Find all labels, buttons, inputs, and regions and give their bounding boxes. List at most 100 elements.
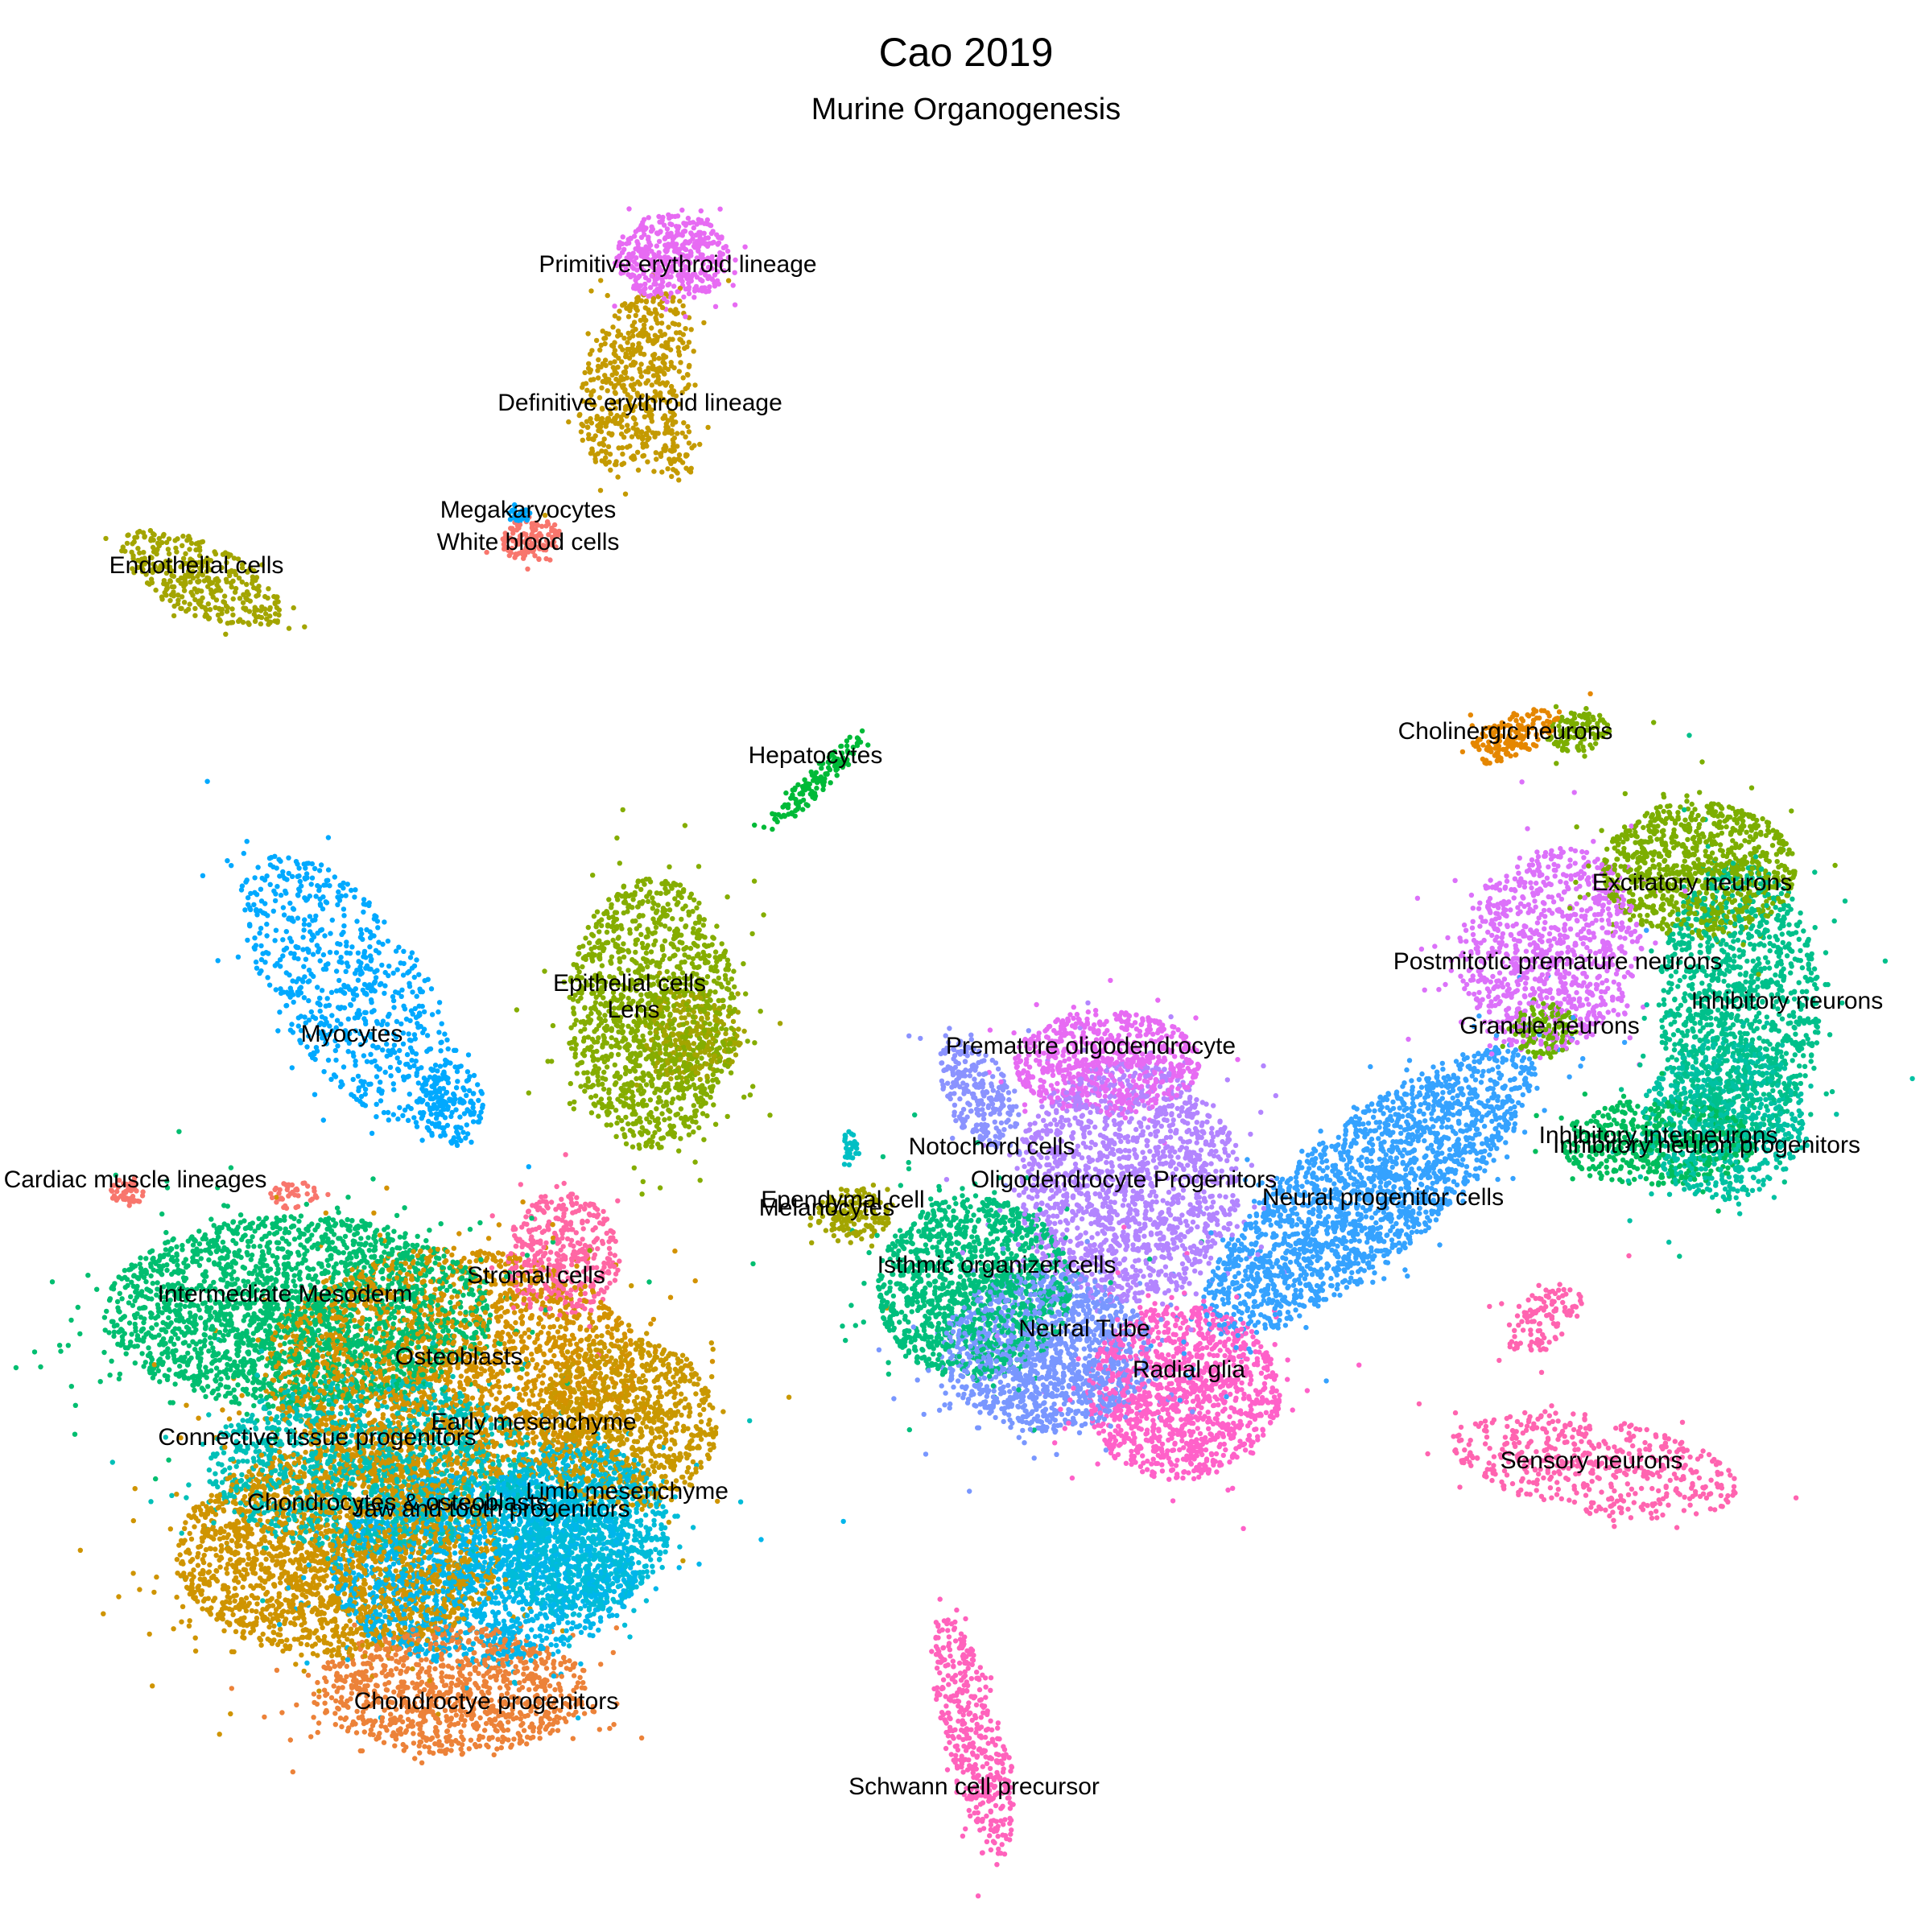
cell-point <box>1697 1028 1703 1034</box>
cell-point <box>361 1053 367 1059</box>
cell-point <box>713 964 719 969</box>
cell-point <box>1416 1401 1422 1407</box>
cell-point <box>1737 972 1743 977</box>
cell-point <box>237 1220 243 1225</box>
cell-point <box>337 882 343 889</box>
cell-point <box>75 1304 81 1311</box>
cell-point <box>1708 1477 1714 1483</box>
cell-point <box>1649 1191 1654 1197</box>
cell-point <box>957 1096 963 1102</box>
cell-point <box>1542 1108 1547 1113</box>
cell-point <box>146 1345 151 1351</box>
cell-point <box>1718 1492 1724 1499</box>
cell-point <box>157 1379 163 1385</box>
cell-point <box>1116 1361 1121 1367</box>
cell-point <box>586 361 592 366</box>
cell-point <box>300 1379 306 1385</box>
cell-point <box>1661 1180 1666 1187</box>
cell-point <box>550 1022 556 1029</box>
cell-point <box>227 1557 233 1563</box>
cell-point <box>1146 1293 1151 1298</box>
cell-point <box>1534 1085 1540 1092</box>
cell-point <box>646 1279 652 1285</box>
cell-point <box>606 1245 613 1252</box>
cell-point <box>1788 970 1794 976</box>
cell-point <box>340 1685 345 1690</box>
cell-point <box>1219 1462 1224 1468</box>
cell-point <box>258 926 264 931</box>
cell-point <box>448 1299 453 1306</box>
cell-point <box>685 423 691 430</box>
cell-point <box>123 1351 129 1356</box>
cell-point <box>1006 1096 1012 1103</box>
cell-point <box>101 1349 107 1356</box>
cell-point <box>411 1032 418 1038</box>
cell-point <box>906 1033 912 1039</box>
cell-point <box>686 340 692 345</box>
cell-point <box>1469 723 1476 729</box>
cell-point <box>704 1079 711 1084</box>
cell-point <box>1529 1339 1534 1345</box>
cell-point <box>367 1316 373 1323</box>
cell-point <box>697 441 703 448</box>
cell-point <box>374 1114 379 1120</box>
cell-point <box>466 1746 472 1752</box>
cell-point <box>705 424 711 431</box>
cell-point <box>1179 1417 1184 1422</box>
cell-point <box>1700 1448 1706 1454</box>
cell-point <box>333 968 340 974</box>
cell-point <box>1802 1073 1808 1079</box>
cell-point <box>325 867 332 873</box>
cell-point <box>711 1102 716 1108</box>
cell-point <box>243 1595 250 1601</box>
cell-point <box>1102 1292 1108 1298</box>
cell-point <box>995 1066 1001 1072</box>
cell-point <box>761 912 766 918</box>
cell-point <box>208 1492 214 1498</box>
cell-point <box>597 1370 604 1377</box>
cell-point <box>1223 1266 1229 1272</box>
cell-point <box>410 989 415 995</box>
cell-point <box>128 1294 134 1300</box>
cell-point <box>1268 1222 1274 1228</box>
cell-point <box>275 1028 281 1034</box>
cell-point <box>910 1324 917 1330</box>
cell-point <box>300 935 306 940</box>
cell-point <box>1661 808 1666 815</box>
cell-point <box>1258 1109 1264 1115</box>
cell-point <box>328 1695 335 1701</box>
cell-point <box>600 328 605 334</box>
cell-point <box>570 1736 576 1741</box>
cell-point <box>320 1117 326 1123</box>
cell-point <box>1088 1145 1093 1151</box>
cell-point <box>370 1176 376 1182</box>
cell-point <box>1303 1324 1309 1331</box>
cell-point <box>1645 912 1650 919</box>
cell-point <box>153 1476 159 1482</box>
cell-point <box>1832 862 1838 869</box>
cell-point <box>1749 1187 1756 1194</box>
cell-point <box>1703 890 1709 896</box>
cell-point <box>909 1309 914 1315</box>
cell-point <box>1462 1447 1468 1453</box>
cell-point <box>1440 1090 1446 1096</box>
cell-point <box>1653 1509 1659 1514</box>
cell-point <box>598 1662 604 1667</box>
cell-point <box>333 950 340 956</box>
cell-point <box>1452 1410 1459 1416</box>
cell-point <box>1554 761 1559 766</box>
cell-point <box>1183 1399 1190 1405</box>
cell-point <box>245 1562 250 1567</box>
cell-point <box>117 1371 123 1377</box>
cell-point <box>701 1406 707 1413</box>
cell-point <box>630 897 636 902</box>
cell-point <box>287 1737 293 1743</box>
cell-point <box>1022 1108 1028 1114</box>
cell-point <box>1147 1273 1154 1278</box>
cell-point <box>227 1465 233 1471</box>
cell-point <box>926 1368 931 1373</box>
cell-point <box>725 278 732 283</box>
cell-point <box>1477 923 1483 929</box>
cell-point <box>332 1711 338 1716</box>
cell-point <box>1170 1498 1176 1504</box>
